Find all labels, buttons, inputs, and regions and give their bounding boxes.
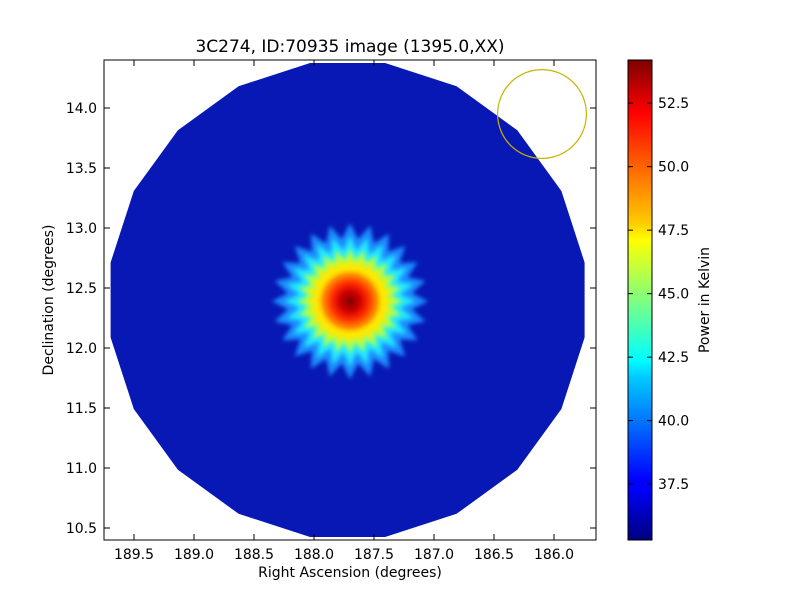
y-tick-label: 12.5 [66, 281, 97, 297]
y-axis-ticks: 10.5 11.0 11.5 12.0 12.5 13.0 13.5 14.0 [66, 101, 596, 537]
colorbar-tick-label: 52.5 [658, 96, 689, 112]
x-tick-label: 186.5 [474, 547, 514, 563]
y-tick-label: 11.5 [66, 401, 97, 417]
chart-title: 3C274, ID:70935 image (1395.0,XX) [195, 37, 504, 57]
beam-circle [497, 68, 588, 160]
heatmap-plot-area [110, 63, 588, 537]
x-axis-label: Right Ascension (degrees) [258, 565, 442, 581]
colorbar-ticks: 37.5 40.0 42.5 45.0 47.5 50.0 52.5 [628, 96, 689, 493]
y-tick-label: 11.0 [66, 461, 97, 477]
x-axis-ticks: 189.5 189.0 188.5 188.0 187.5 187.0 186.5 186.0 [114, 60, 574, 563]
colorbar-tick-label: 40.0 [658, 414, 689, 430]
y-axis-label: Declination (degrees) [41, 225, 57, 376]
x-tick-label: 187.5 [354, 547, 394, 563]
x-tick-label: 186.0 [534, 547, 574, 563]
x-tick-label: 187.0 [414, 547, 454, 563]
colorbar-tick-label: 47.5 [658, 223, 689, 239]
colorbar-tick-label: 50.0 [658, 160, 689, 176]
y-tick-label: 14.0 [66, 101, 97, 117]
y-tick-label: 13.5 [66, 161, 97, 177]
colorbar-tick-label: 37.5 [658, 477, 689, 493]
colorbar-tick-label: 45.0 [658, 287, 689, 303]
x-tick-label: 189.0 [174, 547, 214, 563]
y-tick-label: 13.0 [66, 221, 97, 237]
colorbar [627, 59, 653, 541]
x-tick-label: 188.5 [234, 547, 274, 563]
colorbar-tick-label: 42.5 [658, 350, 689, 366]
plot-frame [103, 59, 597, 541]
x-tick-label: 189.5 [114, 547, 154, 563]
colorbar-label: Power in Kelvin [697, 247, 713, 353]
x-tick-label: 188.0 [294, 547, 334, 563]
y-tick-label: 12.0 [66, 341, 97, 357]
y-tick-label: 10.5 [66, 521, 97, 537]
source-core [316, 267, 384, 335]
